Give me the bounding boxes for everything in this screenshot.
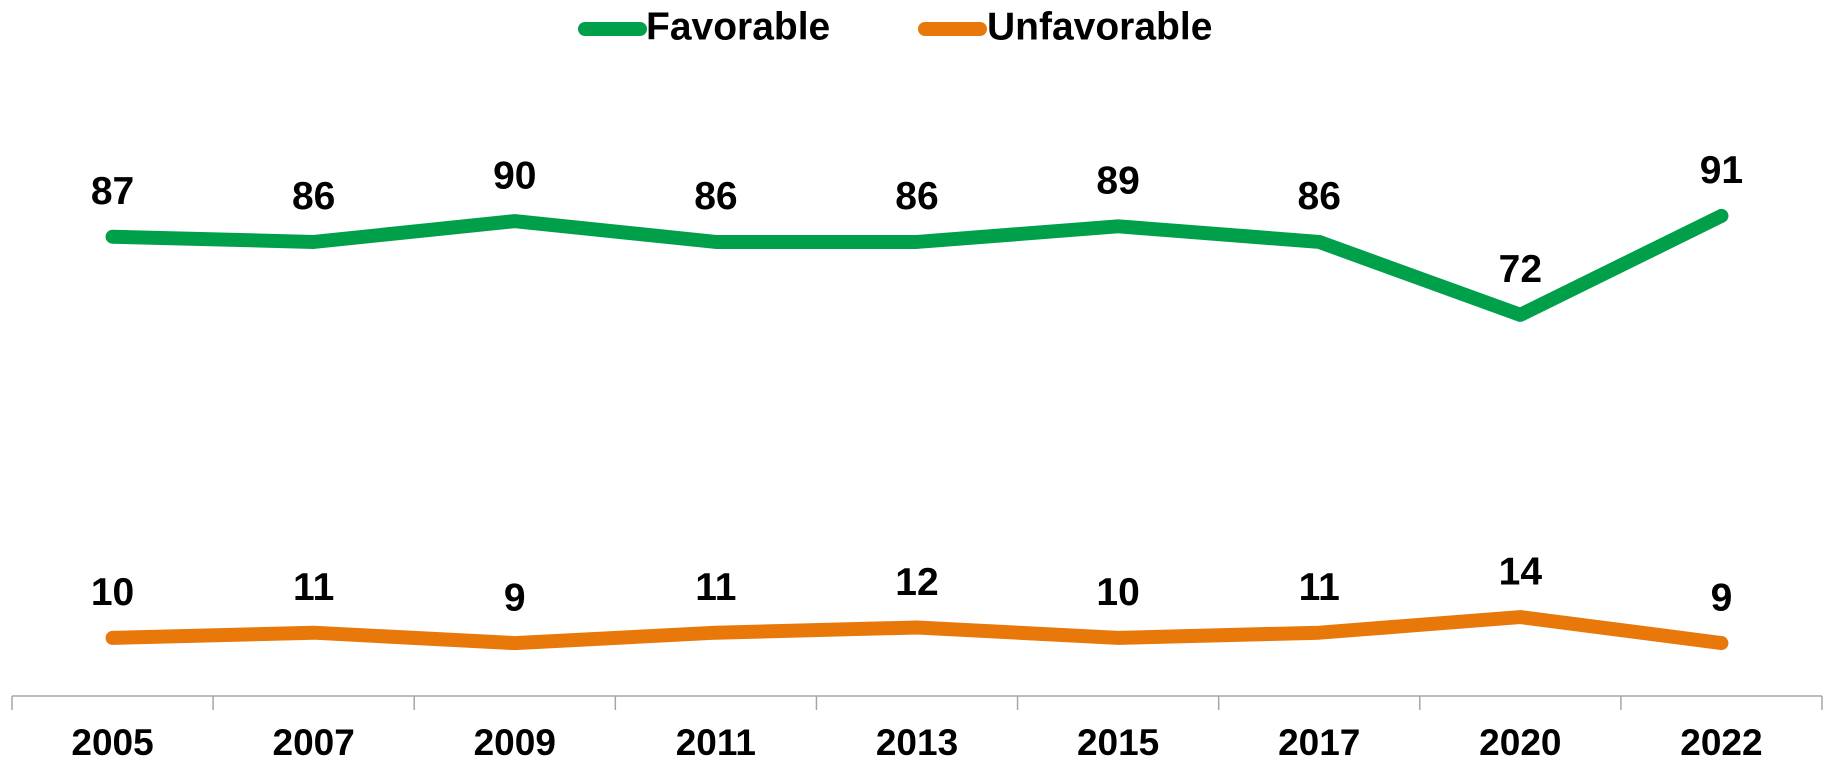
- x-tick-label: 2009: [474, 722, 556, 763]
- x-tick-label: 2011: [676, 722, 756, 763]
- data-label: 10: [1096, 571, 1139, 614]
- data-label: 86: [292, 175, 335, 218]
- x-tick-label: 2020: [1479, 722, 1561, 763]
- legend-label: Unfavorable: [987, 5, 1212, 48]
- data-label: 86: [895, 175, 938, 218]
- data-label: 11: [293, 566, 334, 609]
- data-label: 87: [91, 170, 134, 213]
- x-tick-label: 2013: [876, 722, 958, 763]
- data-label: 90: [493, 154, 536, 197]
- x-tick-label: 2015: [1077, 722, 1159, 763]
- series-line: [105, 610, 1729, 651]
- data-label: 10: [91, 571, 134, 614]
- legend-label: Favorable: [646, 5, 830, 48]
- data-label: 11: [695, 566, 736, 609]
- data-label: 11: [1299, 566, 1340, 609]
- data-label: 86: [1298, 175, 1341, 218]
- data-label: 86: [694, 175, 737, 218]
- data-label: 12: [895, 561, 938, 604]
- series-line: [105, 208, 1729, 322]
- x-tick-label: 2007: [273, 722, 355, 763]
- data-label: 14: [1499, 550, 1543, 593]
- x-tick-label: 2017: [1278, 722, 1360, 763]
- data-label: 9: [504, 576, 526, 619]
- data-label: 9: [1711, 576, 1733, 619]
- x-tick-label: 2022: [1680, 722, 1762, 763]
- data-label: 91: [1700, 149, 1743, 192]
- data-label: 72: [1499, 248, 1542, 291]
- x-tick-label: 2005: [71, 722, 153, 763]
- data-label: 89: [1096, 160, 1139, 203]
